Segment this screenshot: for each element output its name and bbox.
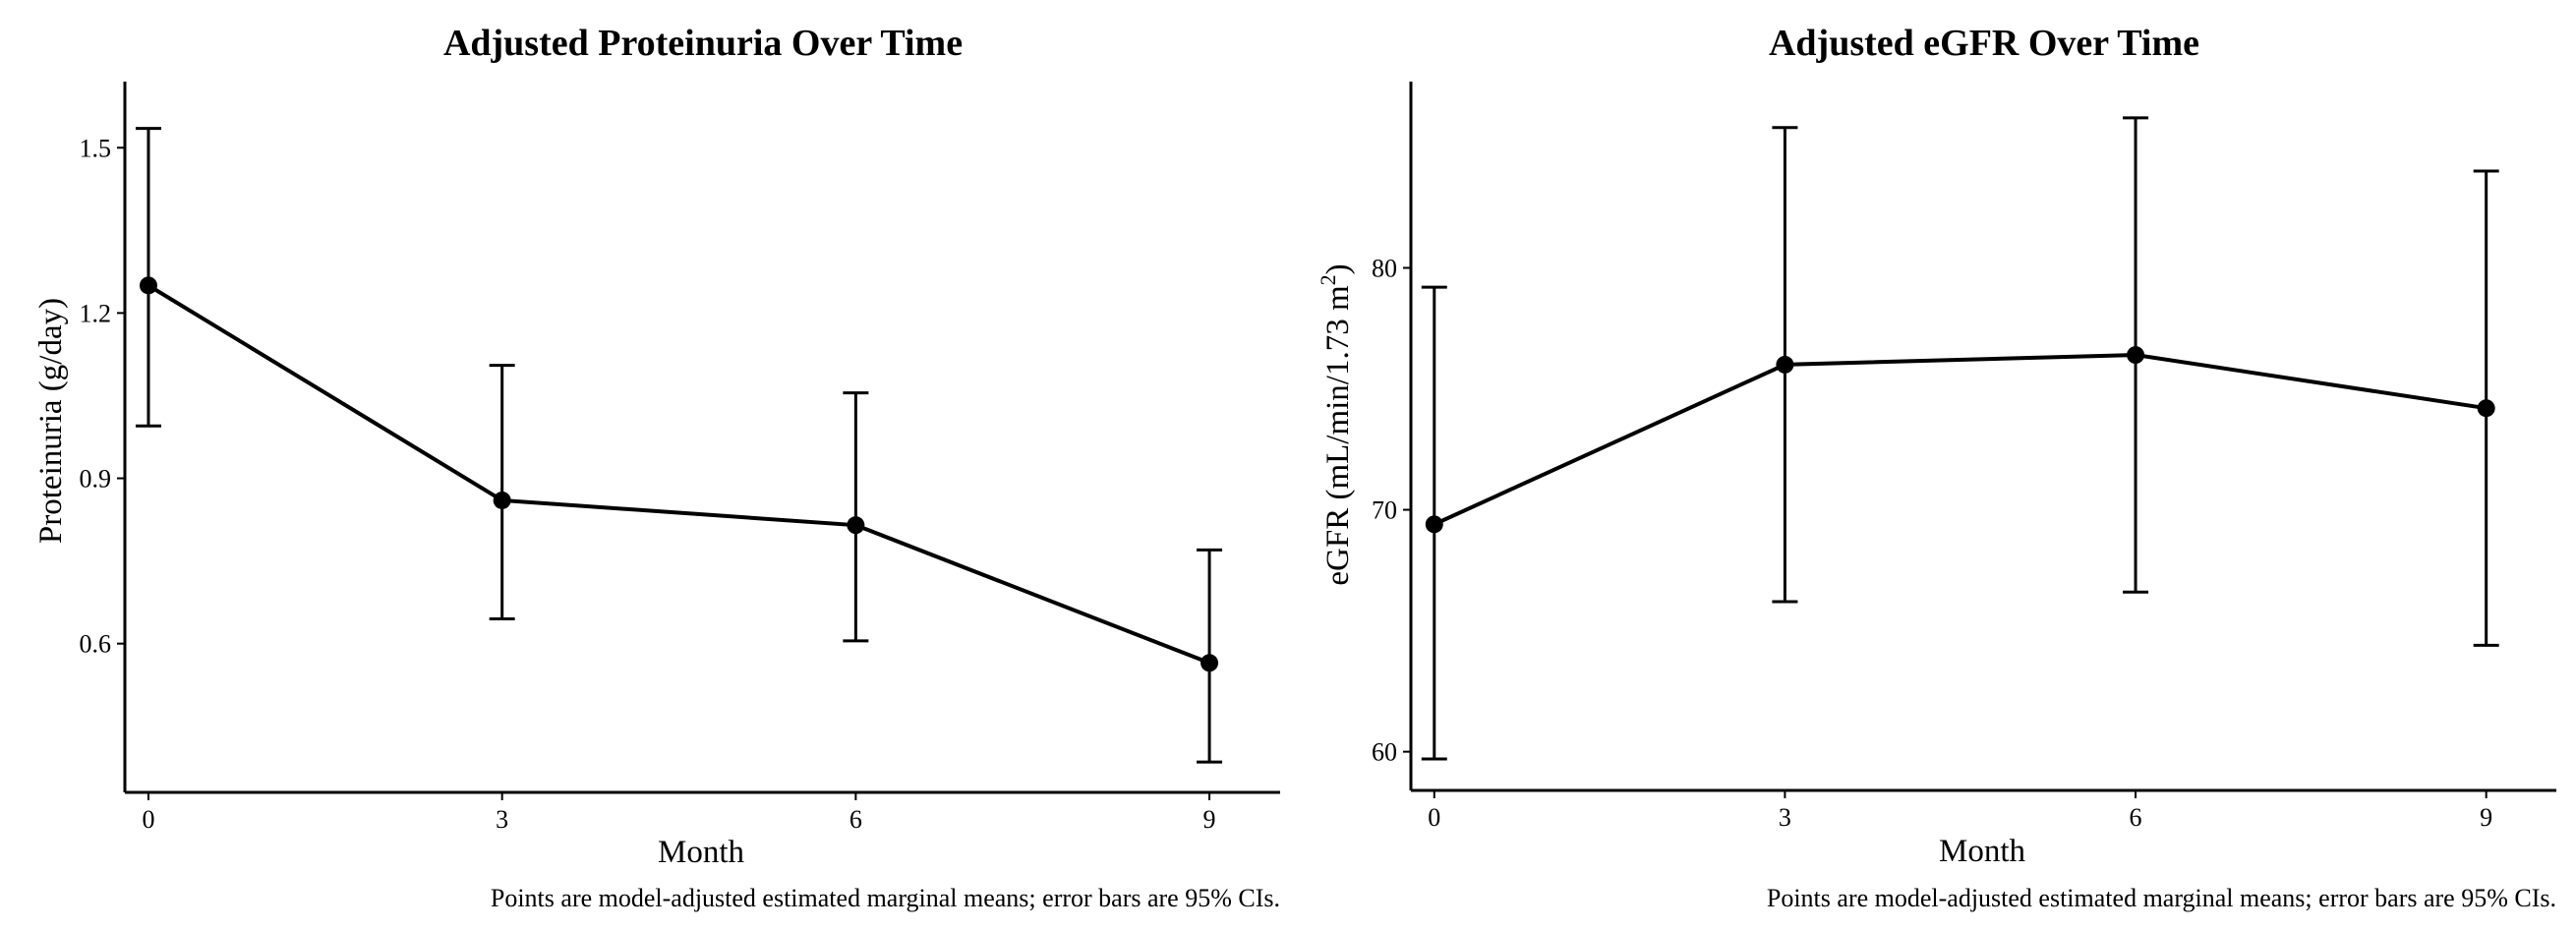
proteinuria-y-axis-title: Proteinuria (g/day): [33, 298, 69, 544]
proteinuria-x-tick-label: 3: [496, 805, 508, 834]
egfr-caption: Points are model-adjusted estimated marg…: [1767, 884, 2556, 912]
egfr-y-axis-title-end: ): [1320, 263, 1356, 274]
egfr-ticks: 0 3 6 9 60 70 80: [1372, 254, 2492, 832]
proteinuria-data-point: [139, 276, 157, 295]
egfr-y-axis-title-main: eGFR (mL/min/1.73 m: [1320, 285, 1356, 586]
egfr-axes: [1409, 82, 2556, 792]
egfr-x-tick-label: 6: [2130, 803, 2142, 832]
egfr-y-tick-label: 70: [1372, 496, 1397, 525]
egfr-x-tick-label: 9: [2480, 803, 2492, 832]
proteinuria-y-tick-label: 1.5: [80, 134, 112, 162]
proteinuria-data-point: [1200, 654, 1219, 672]
proteinuria-x-tick-label: 9: [1203, 805, 1216, 834]
egfr-chart-title: Adjusted eGFR Over Time: [1769, 23, 2199, 64]
proteinuria-y-tick-label: 0.9: [80, 465, 112, 494]
egfr-marks: [1421, 116, 2499, 761]
proteinuria-x-tick-label: 0: [142, 805, 154, 834]
egfr-data-point: [2127, 346, 2145, 365]
proteinuria-x-axis-title: Month: [658, 835, 745, 870]
egfr-data-point: [1425, 515, 1443, 534]
proteinuria-data-point: [847, 516, 865, 535]
proteinuria-panel: Adjusted Proteinuria Over Time Proteinur…: [33, 23, 1280, 912]
egfr-series-line: [1433, 353, 2487, 527]
egfr-x-tick-label: 3: [1779, 803, 1791, 832]
egfr-y-axis-title: eGFR (mL/min/1.73 m2): [1316, 263, 1356, 585]
proteinuria-x-tick-label: 6: [849, 805, 862, 834]
egfr-y-tick-label: 60: [1372, 738, 1397, 767]
proteinuria-chart-title: Adjusted Proteinuria Over Time: [443, 23, 963, 64]
proteinuria-y-tick-label: 0.6: [80, 630, 112, 659]
proteinuria-y-tick-label: 1.2: [80, 299, 112, 327]
egfr-data-point: [1776, 355, 1794, 374]
proteinuria-data-point: [493, 491, 511, 509]
egfr-data-point: [2477, 399, 2495, 418]
egfr-x-axis-title: Month: [1939, 834, 2026, 869]
egfr-y-tick-label: 80: [1372, 254, 1397, 282]
egfr-y-axis-title-superscript: 2: [1316, 274, 1340, 285]
proteinuria-caption: Points are model-adjusted estimated marg…: [491, 884, 1280, 912]
proteinuria-series-line: [146, 283, 1210, 666]
egfr-x-tick-label: 0: [1428, 803, 1440, 832]
proteinuria-ticks: 0 3 6 9 0.6 0.9 1.2 1.5: [80, 134, 1216, 834]
egfr-panel: Adjusted eGFR Over Time eGFR (mL/min/1.7…: [1316, 23, 2556, 912]
proteinuria-axes: [123, 82, 1280, 794]
proteinuria-marks: [135, 127, 1223, 764]
